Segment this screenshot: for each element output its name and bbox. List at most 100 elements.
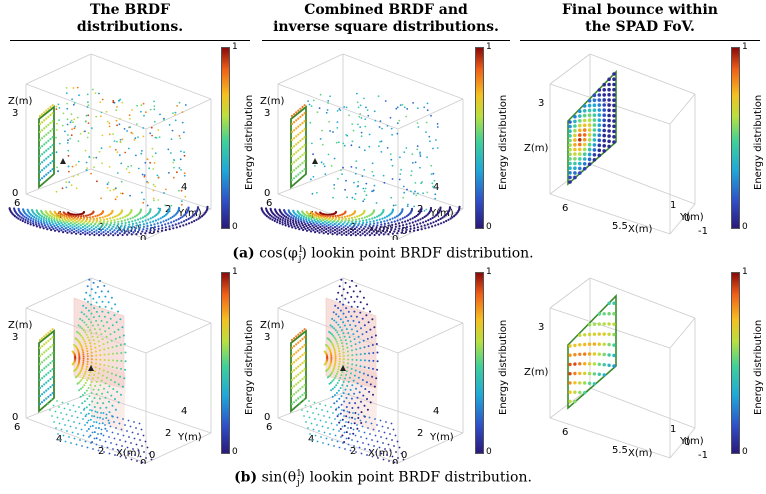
data-point	[349, 340, 352, 343]
data-point	[101, 216, 104, 219]
data-point	[111, 404, 114, 407]
data-point	[403, 106, 406, 109]
data-point	[80, 368, 83, 371]
data-point	[347, 380, 350, 383]
data-point	[155, 213, 158, 217]
data-point	[90, 351, 93, 354]
data-point	[348, 411, 351, 414]
data-point	[316, 111, 319, 114]
data-point	[310, 222, 313, 225]
data-point	[592, 322, 597, 326]
data-point	[568, 399, 572, 404]
data-point	[190, 221, 193, 224]
data-point	[108, 452, 111, 455]
data-point	[310, 214, 313, 217]
data-point	[363, 431, 366, 434]
data-point	[45, 133, 48, 136]
data-point	[106, 187, 109, 189]
data-point	[299, 403, 301, 405]
data-point	[582, 157, 587, 161]
data-point	[347, 221, 350, 224]
data-point	[22, 217, 25, 220]
data-point	[330, 333, 333, 336]
data-point	[41, 393, 44, 396]
data-point	[352, 319, 355, 322]
data-point	[61, 219, 64, 222]
data-point	[343, 221, 346, 224]
data-point	[116, 124, 118, 127]
data-point	[290, 224, 293, 227]
data-point	[303, 128, 306, 131]
data-point	[568, 157, 572, 161]
data-point	[60, 428, 63, 431]
colorbar-max-label: 1	[232, 267, 238, 277]
z-tick-label: 3	[538, 98, 544, 109]
grid-line	[25, 53, 92, 85]
data-point	[83, 340, 86, 343]
data-point	[156, 222, 159, 225]
x-tick-label: 2	[350, 446, 356, 457]
data-point	[310, 218, 313, 221]
data-point	[98, 305, 101, 308]
data-point	[143, 114, 145, 117]
data-point	[327, 102, 329, 104]
x-tick-label: 5.5	[612, 445, 628, 456]
data-point	[108, 327, 110, 330]
data-point	[396, 219, 399, 222]
data-point	[441, 216, 444, 219]
data-point	[100, 428, 103, 431]
data-point	[367, 227, 370, 230]
data-point	[110, 296, 113, 299]
data-point	[41, 121, 44, 124]
data-point	[98, 315, 101, 318]
data-point	[74, 410, 77, 413]
data-point	[304, 223, 307, 226]
data-point	[393, 230, 396, 233]
column-rule	[520, 40, 760, 41]
data-point	[167, 218, 170, 221]
data-point	[38, 362, 42, 366]
data-point	[73, 118, 76, 121]
data-point	[103, 451, 105, 453]
data-point	[359, 365, 362, 368]
data-point	[437, 218, 440, 222]
data-point	[331, 387, 334, 390]
data-point	[113, 140, 116, 142]
data-point	[68, 217, 72, 220]
data-point	[310, 422, 313, 425]
data-point	[423, 215, 426, 218]
data-point	[26, 222, 29, 225]
data-point	[331, 221, 334, 224]
data-point	[385, 215, 389, 218]
data-point	[401, 103, 404, 106]
data-point	[83, 372, 86, 375]
data-point	[126, 233, 129, 236]
data-point	[314, 231, 317, 234]
data-point	[350, 144, 353, 147]
data-point	[573, 362, 577, 366]
data-point	[70, 442, 72, 444]
data-point	[110, 394, 113, 397]
data-point	[94, 366, 97, 369]
data-point	[353, 338, 356, 341]
data-point	[121, 192, 124, 195]
data-point	[587, 147, 592, 152]
data-point	[312, 428, 315, 431]
data-point	[301, 353, 304, 357]
data-point	[83, 400, 86, 403]
data-point	[331, 317, 334, 320]
x-tick-label: 2	[98, 446, 104, 457]
data-point	[336, 440, 339, 443]
data-point	[265, 215, 268, 218]
data-point	[84, 130, 86, 133]
data-point	[301, 161, 304, 165]
data-point	[602, 312, 606, 316]
data-point	[359, 234, 362, 237]
data-point	[59, 224, 62, 227]
colorbar-min-label: 0	[486, 222, 492, 232]
data-point	[363, 169, 366, 171]
data-point	[354, 402, 357, 405]
data-point	[70, 184, 73, 187]
data-point	[365, 229, 368, 232]
data-point	[360, 436, 362, 438]
